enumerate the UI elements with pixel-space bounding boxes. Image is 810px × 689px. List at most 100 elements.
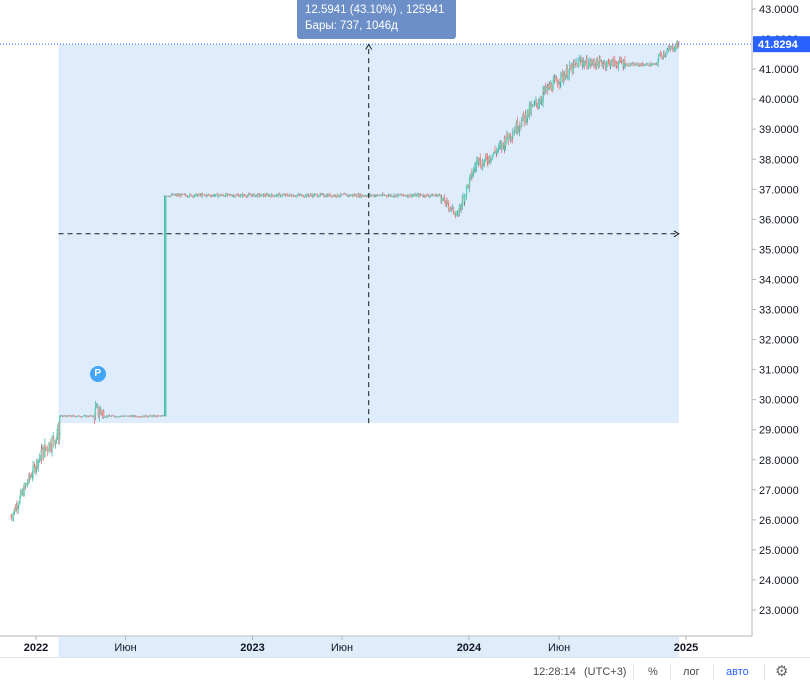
price-tick-label: 37.0000 — [759, 184, 799, 196]
gear-icon[interactable]: ⚙ — [775, 663, 789, 680]
candle-body — [614, 59, 616, 64]
candle-body — [340, 193, 342, 196]
candle-body — [359, 194, 362, 197]
candle-body — [31, 474, 34, 478]
candle-body — [133, 415, 135, 417]
candle-body — [609, 61, 611, 67]
candle-body — [285, 194, 287, 195]
candle-body — [12, 517, 14, 519]
price-tick-label: 23.0000 — [759, 605, 799, 617]
candle-body — [82, 416, 84, 417]
candle-body — [440, 197, 443, 202]
candle-body — [338, 195, 341, 197]
candle-body — [490, 158, 493, 160]
candle-body — [160, 415, 162, 417]
candle-body — [465, 185, 468, 195]
marker-p-icon[interactable]: P — [89, 366, 106, 383]
candle-body — [449, 208, 452, 210]
candle-body — [230, 194, 232, 196]
candle-body — [448, 205, 450, 210]
candle-body — [435, 194, 438, 197]
candle-body — [193, 195, 196, 197]
candle-body — [624, 64, 627, 66]
candle-body — [16, 505, 18, 509]
candle-body — [247, 194, 250, 196]
candle-body — [400, 194, 403, 196]
candle-body — [25, 483, 27, 487]
log-scale-button[interactable]: лог — [683, 666, 700, 678]
candle-body — [446, 200, 448, 202]
candle-body — [577, 60, 580, 68]
candle-body — [274, 195, 276, 197]
candle-body — [48, 442, 50, 451]
percent-scale-button[interactable]: % — [648, 666, 658, 678]
candle-body — [18, 503, 20, 507]
candle-body — [465, 194, 467, 196]
candle-body — [363, 195, 365, 197]
candle-body — [14, 507, 16, 511]
candle-body — [249, 194, 251, 196]
candle-body — [276, 194, 278, 196]
candle-body — [322, 194, 325, 197]
candle-body — [295, 196, 297, 198]
candle-body — [223, 196, 225, 197]
candle-body — [317, 196, 319, 198]
price-chart[interactable]: 43.000042.000041.000040.000039.000038.00… — [0, 0, 810, 657]
candle-body — [589, 60, 592, 65]
candle-body — [327, 194, 330, 197]
candle-body — [255, 194, 257, 196]
candle-body — [337, 193, 339, 197]
candle-body — [118, 416, 120, 418]
candle-body — [123, 416, 126, 417]
candle-body — [542, 89, 544, 96]
candle-body — [112, 415, 115, 417]
candle-body — [299, 194, 301, 196]
candle-body — [552, 80, 554, 91]
auto-scale-button[interactable]: авто — [726, 666, 749, 678]
candle-body — [166, 196, 168, 197]
candle-body — [91, 415, 93, 417]
candle-body — [637, 63, 640, 66]
candle-body — [384, 195, 387, 197]
candle-body — [564, 75, 567, 80]
candle-body — [114, 416, 117, 417]
candle-body — [126, 415, 128, 417]
candle-body — [70, 416, 73, 418]
candle-body — [370, 195, 373, 197]
candle-body — [636, 63, 638, 66]
candle-body — [209, 195, 212, 196]
candle-body — [28, 474, 30, 483]
timezone-button[interactable]: (UTC+3) — [584, 666, 627, 678]
candle-body — [47, 450, 50, 452]
candle-body — [361, 194, 363, 196]
candle-body — [630, 63, 633, 65]
candle-body — [192, 195, 194, 197]
candle-body — [83, 415, 86, 417]
candle-body — [194, 193, 197, 195]
candle-body — [66, 415, 69, 417]
candle-body — [239, 194, 242, 197]
candle-body — [605, 64, 608, 68]
price-tick-label: 24.0000 — [759, 575, 799, 587]
candle-body — [569, 65, 572, 70]
candle-body — [348, 194, 350, 197]
price-tick-label: 31.0000 — [759, 365, 799, 377]
candle-body — [130, 415, 133, 418]
candle-body — [353, 194, 356, 196]
candle-body — [319, 193, 321, 197]
candle-body — [76, 415, 79, 417]
candle-body — [203, 194, 206, 196]
bottom-toolbar: 12:28:14 (UTC+3) % лог авто ⚙ — [0, 657, 810, 689]
candle-body — [595, 58, 598, 68]
candle-body — [541, 101, 543, 103]
candle-body — [624, 60, 626, 68]
candle-body — [211, 195, 213, 197]
candle-body — [405, 195, 407, 197]
candle-body — [388, 194, 390, 196]
candle-body — [356, 196, 358, 198]
candle-body — [261, 193, 263, 195]
candle-body — [340, 193, 343, 195]
candle-body — [499, 145, 501, 147]
candle-body — [287, 195, 289, 197]
candle-body — [63, 415, 66, 417]
